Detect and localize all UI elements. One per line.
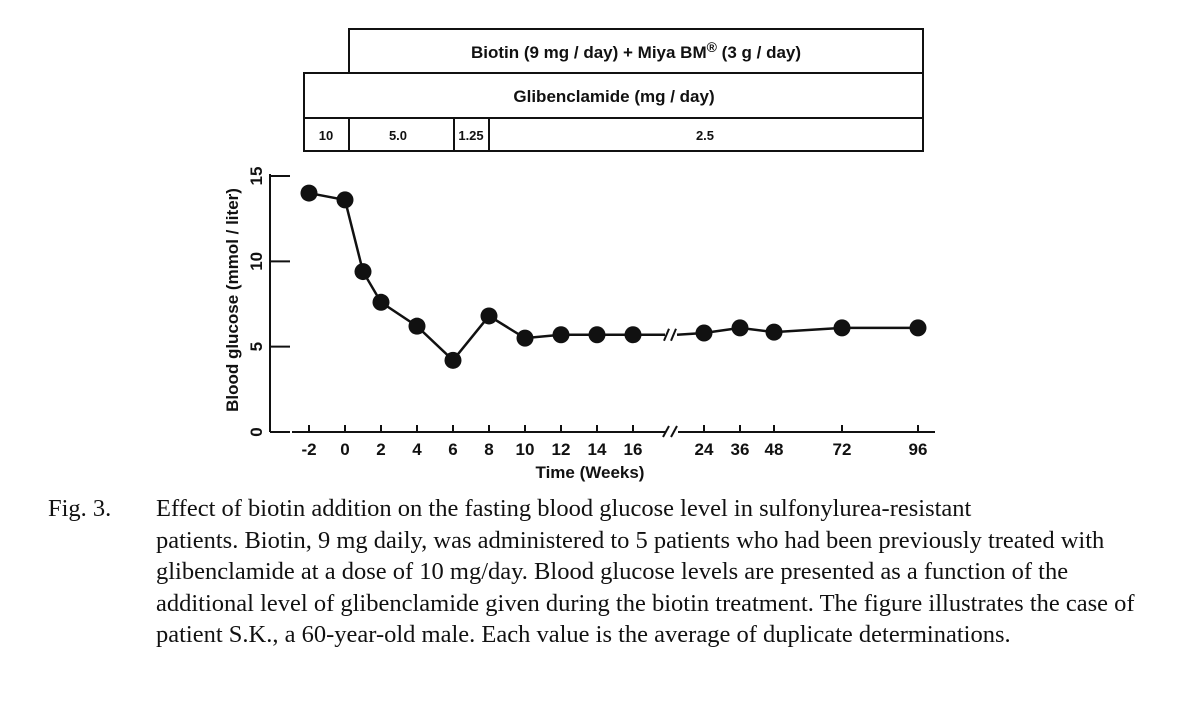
data-point bbox=[516, 329, 534, 347]
data-point bbox=[765, 323, 783, 341]
x-tick-label: 24 bbox=[695, 440, 714, 459]
x-tick-label: 96 bbox=[909, 440, 928, 459]
caption-first-line: Effect of biotin addition on the fasting… bbox=[156, 495, 972, 522]
biotin-label-main: Biotin (9 mg / day) + Miya BM bbox=[471, 43, 707, 62]
data-point bbox=[354, 263, 372, 281]
x-tick-label: 4 bbox=[412, 440, 422, 459]
axis-break-mark bbox=[670, 425, 678, 438]
caption-label: Fig. 3. bbox=[48, 495, 112, 522]
treatment-bars bbox=[303, 28, 924, 152]
data-point bbox=[444, 351, 462, 369]
caption-body: patients. Biotin, 9 mg daily, was admini… bbox=[156, 526, 1135, 649]
data-point bbox=[372, 293, 390, 311]
biotin-label-suffix: (3 g / day) bbox=[717, 43, 801, 62]
x-tick-label: 12 bbox=[552, 440, 571, 459]
series-line bbox=[308, 191, 918, 363]
x-tick-label: 2 bbox=[376, 440, 385, 459]
series-break-mark bbox=[670, 328, 677, 342]
series-break-mark bbox=[663, 328, 670, 342]
series-patient-sk bbox=[300, 184, 927, 369]
x-ticks: -2 0 2 4 6 8 10 12 14 16 24 36 48 72 96 bbox=[301, 425, 927, 459]
chart: Biotin (9 mg / day) + Miya BM® (3 g / da… bbox=[223, 28, 935, 482]
x-tick-label: 72 bbox=[833, 440, 852, 459]
data-point bbox=[833, 319, 851, 337]
dose-label-5: 5.0 bbox=[389, 128, 407, 143]
data-point bbox=[695, 324, 713, 342]
axis-break-mark bbox=[662, 425, 670, 438]
data-point bbox=[552, 326, 570, 344]
x-tick-label: 16 bbox=[624, 440, 643, 459]
registered-symbol: ® bbox=[707, 39, 718, 55]
dose-label-2-5: 2.5 bbox=[696, 128, 714, 143]
data-point bbox=[336, 191, 354, 209]
y-tick-label: 10 bbox=[247, 252, 266, 271]
x-tick-label: 36 bbox=[731, 440, 750, 459]
x-axis-label: Time (Weeks) bbox=[536, 463, 645, 482]
x-tick-label: 14 bbox=[588, 440, 607, 459]
x-tick-label: 10 bbox=[516, 440, 535, 459]
data-point bbox=[624, 326, 642, 344]
x-tick-label: 6 bbox=[448, 440, 457, 459]
x-tick-label: -2 bbox=[301, 440, 316, 459]
dose-label-10: 10 bbox=[319, 128, 333, 143]
data-point bbox=[480, 307, 498, 325]
dose-label-1-25: 1.25 bbox=[458, 128, 483, 143]
dose-bar bbox=[303, 117, 924, 152]
y-tick-label: 15 bbox=[247, 167, 266, 186]
x-tick-label: 48 bbox=[765, 440, 784, 459]
y-tick-label: 5 bbox=[247, 342, 266, 351]
y-axis-label: Blood glucose (mmol / liter) bbox=[223, 188, 242, 412]
y-tick-label: 0 bbox=[247, 427, 266, 436]
glibenclamide-label: Glibenclamide (mg / day) bbox=[513, 87, 714, 106]
x-axis bbox=[292, 425, 935, 438]
data-point bbox=[300, 184, 318, 202]
data-point bbox=[408, 317, 426, 335]
x-tick-label: 0 bbox=[340, 440, 349, 459]
data-point bbox=[588, 326, 606, 344]
data-point bbox=[731, 319, 749, 337]
data-point bbox=[909, 319, 927, 337]
y-ticks: 0 5 10 15 bbox=[247, 167, 290, 437]
x-tick-label: 8 bbox=[484, 440, 493, 459]
biotin-label: Biotin (9 mg / day) + Miya BM® (3 g / da… bbox=[471, 39, 801, 62]
